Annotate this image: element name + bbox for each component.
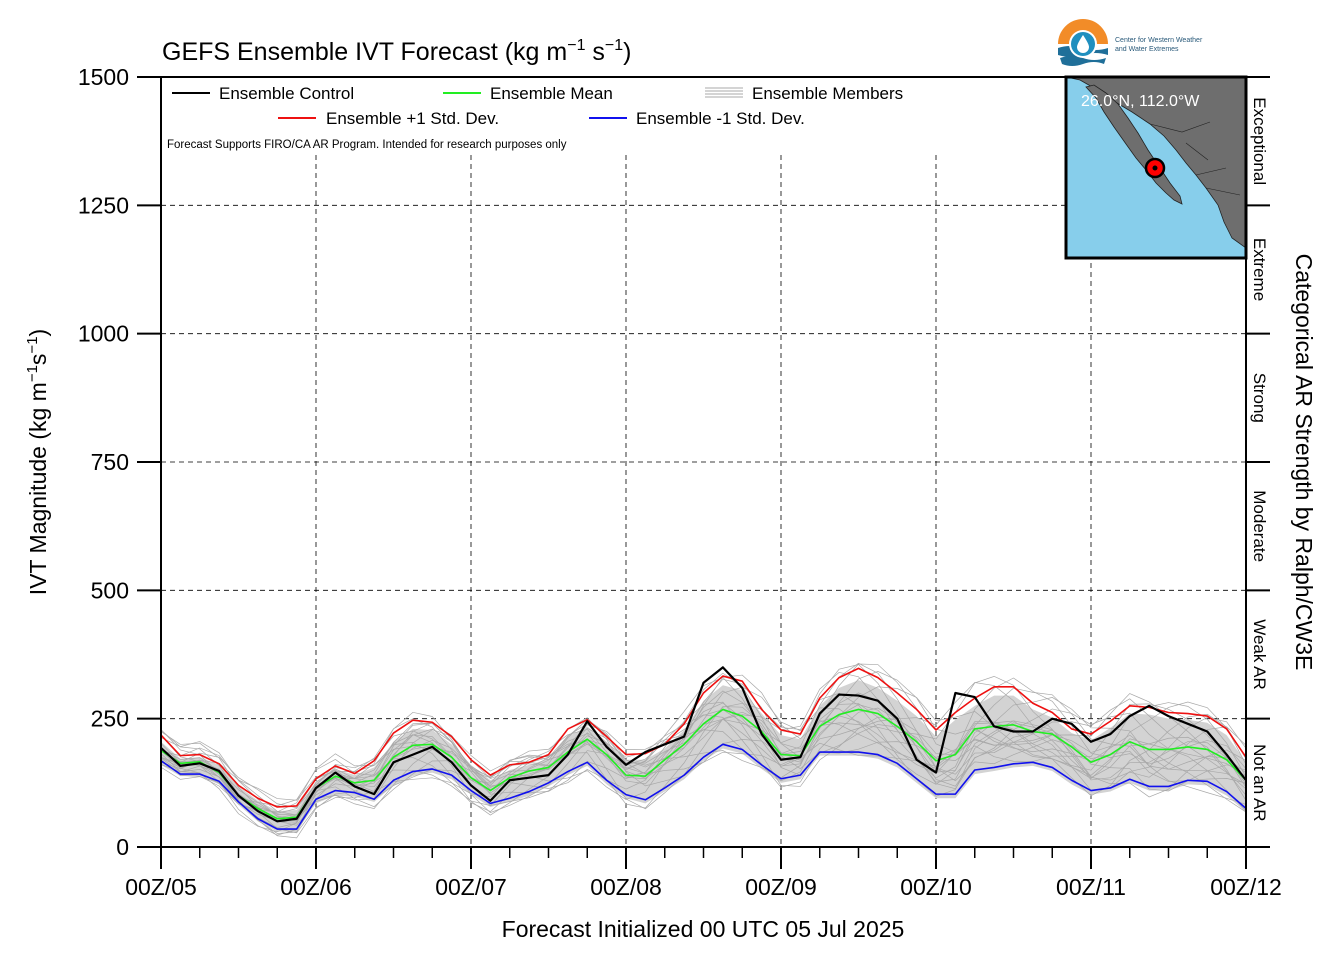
chart-title: GEFS Ensemble IVT Forecast (kg m−1 s−1) <box>162 37 632 66</box>
category-label: Moderate <box>1250 490 1269 562</box>
series-line-ensemble-control <box>161 666 1246 823</box>
y-tick-label: 0 <box>116 834 129 860</box>
legend: Ensemble Control Ensemble Mean Ensemble … <box>167 84 903 151</box>
legend-label-minus-std: Ensemble -1 Std. Dev. <box>636 109 805 128</box>
x-axis-label: Forecast Initialized 00 UTC 05 Jul 2025 <box>502 916 905 942</box>
ensemble-member-line <box>161 671 1246 813</box>
series-lines <box>161 666 1246 830</box>
x-tick-label: 00Z/09 <box>745 874 817 900</box>
y-tick-label: 250 <box>91 706 129 732</box>
category-label: Exceptional <box>1250 97 1269 185</box>
x-tick-label: 00Z/05 <box>125 874 197 900</box>
ensemble-member-line <box>161 678 1246 819</box>
y-tick-label: 1500 <box>78 64 129 90</box>
y-axis-label: IVT Magnitude (kg m−1s−1) <box>24 329 51 595</box>
disclaimer-note: Forecast Supports FIRO/CA AR Program. In… <box>167 139 567 151</box>
y-tick-label: 1250 <box>78 192 129 218</box>
legend-label-mean: Ensemble Mean <box>490 84 613 103</box>
legend-label-control: Ensemble Control <box>219 84 354 103</box>
x-tick-label: 00Z/12 <box>1210 874 1282 900</box>
location-inset-map: 26.0°N, 112.0°W <box>1064 75 1248 260</box>
ensemble-member-line <box>161 682 1246 809</box>
legend-label-members: Ensemble Members <box>752 84 903 103</box>
category-label: Strong <box>1250 373 1269 423</box>
ensemble-member-line <box>161 692 1246 834</box>
inset-coordinate-label: 26.0°N, 112.0°W <box>1081 93 1200 110</box>
category-label: Weak AR <box>1250 619 1269 690</box>
ensemble-member-line <box>161 687 1246 836</box>
grid <box>161 155 1246 847</box>
y-tick-label: 500 <box>91 577 129 603</box>
series-line-ensemble-1-std-dev- <box>161 743 1246 830</box>
ensemble-member-line <box>161 693 1246 826</box>
x-tick-label: 00Z/11 <box>1056 874 1126 900</box>
legend-swatch-members <box>705 87 743 98</box>
logo-line2: and Water Extremes <box>1115 46 1179 53</box>
y-tick-label: 750 <box>91 449 129 475</box>
series-line-ensemble-1-std-dev- <box>161 667 1246 808</box>
x-tick-label: 00Z/06 <box>280 874 352 900</box>
ensemble-member-line <box>161 692 1246 828</box>
x-tick-label: 00Z/10 <box>900 874 972 900</box>
axes: 0 250 500 750 1000 1250 1500 00Z/05 00Z/06 00Z/07… <box>78 64 1282 900</box>
legend-label-plus-std: Ensemble +1 Std. Dev. <box>326 109 499 128</box>
ensemble-members <box>161 662 1246 839</box>
category-label: Extreme <box>1250 238 1269 301</box>
x-tick-label: 00Z/07 <box>435 874 507 900</box>
logo-line1: Center for Western Weather <box>1115 37 1203 44</box>
category-label: Not an AR <box>1250 744 1269 822</box>
x-tick-label: 00Z/08 <box>590 874 662 900</box>
members-spread-band <box>161 680 1246 832</box>
cw3e-logo: Center for Western Weather and Water Ext… <box>1058 19 1203 69</box>
right-axis-label: Categorical AR Strength by Ralph/CW3E <box>1291 254 1317 671</box>
ensemble-member-line <box>161 686 1246 822</box>
y-tick-label: 1000 <box>78 321 129 347</box>
